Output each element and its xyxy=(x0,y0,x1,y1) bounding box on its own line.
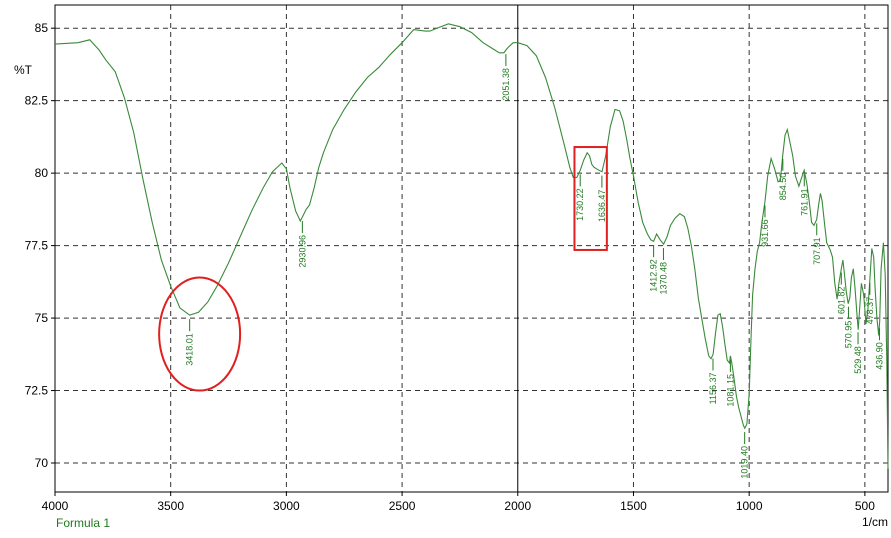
y-tick-label: 72.5 xyxy=(25,384,49,398)
peak-label: 529.48 xyxy=(853,346,863,374)
x-tick-label: 2500 xyxy=(389,499,416,513)
y-axis-label: %T xyxy=(14,63,33,77)
y-tick-label: 85 xyxy=(35,21,49,35)
peak-label: 1370.48 xyxy=(658,262,668,295)
peak-label: 3418.01 xyxy=(185,333,195,366)
x-tick-label: 500 xyxy=(855,499,875,513)
peak-label: 601.82 xyxy=(836,287,846,315)
peak-label: 761.91 xyxy=(799,188,809,216)
peak-label: 854.50 xyxy=(778,173,788,201)
x-tick-label: 1000 xyxy=(736,499,763,513)
plot-frame xyxy=(54,4,889,493)
peak-label: 1636.47 xyxy=(597,190,607,223)
x-tick-label: 3500 xyxy=(157,499,184,513)
x-tick-label: 3000 xyxy=(273,499,300,513)
y-tick-label: 82.5 xyxy=(25,94,49,108)
peak-label: 1412.92 xyxy=(649,259,659,292)
y-tick-label: 75 xyxy=(35,311,49,325)
x-tick-label: 4000 xyxy=(42,499,69,513)
y-tick-label: 70 xyxy=(35,456,49,470)
x-axis: 4000 3500 3000 2500 2000 1500 1000 500 xyxy=(42,492,875,513)
annotations xyxy=(158,146,608,392)
peak-label: 1730.22 xyxy=(575,188,585,221)
peak-label: 931.66 xyxy=(760,219,770,247)
peak-label: 707.91 xyxy=(812,237,822,265)
series-line-formula-1 xyxy=(54,23,889,469)
peak-label: 478.37 xyxy=(865,297,875,325)
peak-label: 1156.37 xyxy=(708,372,718,404)
y-tick-label: 80 xyxy=(35,166,49,180)
y-tick-label: 77.5 xyxy=(25,239,49,253)
peak-label: 2051.38 xyxy=(501,68,511,101)
y-axis: 70 72.5 75 77.5 80 82.5 85 xyxy=(25,21,55,470)
peak-label: 1081.15 xyxy=(725,374,735,407)
peak-labels: 3418.01 2930.96 2051.38 1730.22 1636.47 1412.… xyxy=(185,54,884,479)
legend-entry-formula-1: Formula 1 xyxy=(56,516,110,530)
x-tick-label: 1500 xyxy=(620,499,647,513)
grid xyxy=(55,5,888,492)
peak-label: 1019.40 xyxy=(740,446,750,479)
highlight-ellipse xyxy=(158,276,242,392)
x-tick-label: 2000 xyxy=(504,499,531,513)
x-axis-label: 1/cm xyxy=(862,515,888,529)
peak-label: 2930.96 xyxy=(297,235,307,268)
peak-label: 436.90 xyxy=(874,342,884,370)
peak-label: 570.95 xyxy=(843,321,853,349)
highlight-box xyxy=(573,146,608,251)
